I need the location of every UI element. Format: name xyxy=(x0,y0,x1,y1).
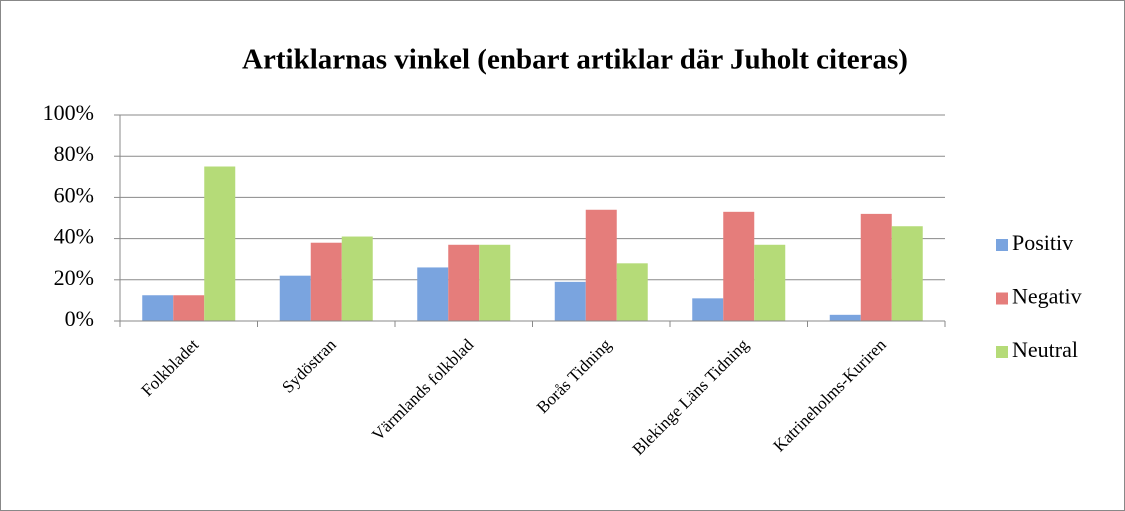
y-tick-label: 20% xyxy=(54,265,94,290)
y-tick-label: 80% xyxy=(54,141,94,166)
bar xyxy=(341,236,373,321)
bar xyxy=(585,209,617,321)
legend-label: Neutral xyxy=(1012,337,1078,362)
bar xyxy=(448,244,480,321)
bar xyxy=(310,242,342,321)
bar xyxy=(692,298,724,321)
bar xyxy=(891,226,923,321)
legend-swatch xyxy=(996,346,1008,358)
bar xyxy=(279,275,311,321)
bar xyxy=(554,281,586,321)
y-tick-label: 0% xyxy=(65,306,94,331)
y-tick-label: 100% xyxy=(43,100,94,125)
bar xyxy=(142,295,174,321)
y-tick-label: 60% xyxy=(54,182,94,207)
bar xyxy=(173,295,205,321)
bar xyxy=(479,244,511,321)
y-tick-label: 40% xyxy=(54,224,94,249)
legend-swatch xyxy=(996,292,1008,305)
bar xyxy=(860,213,892,321)
legend-swatch xyxy=(996,239,1008,251)
bar xyxy=(829,314,861,321)
bar xyxy=(417,267,449,321)
legend-label: Positiv xyxy=(1012,230,1073,255)
bar xyxy=(723,211,755,321)
bar xyxy=(204,166,236,321)
bar xyxy=(616,263,648,321)
chart-title: Artiklarnas vinkel (enbart artiklar där … xyxy=(242,44,908,76)
legend-label: Negativ xyxy=(1012,284,1082,309)
bar xyxy=(754,244,786,321)
